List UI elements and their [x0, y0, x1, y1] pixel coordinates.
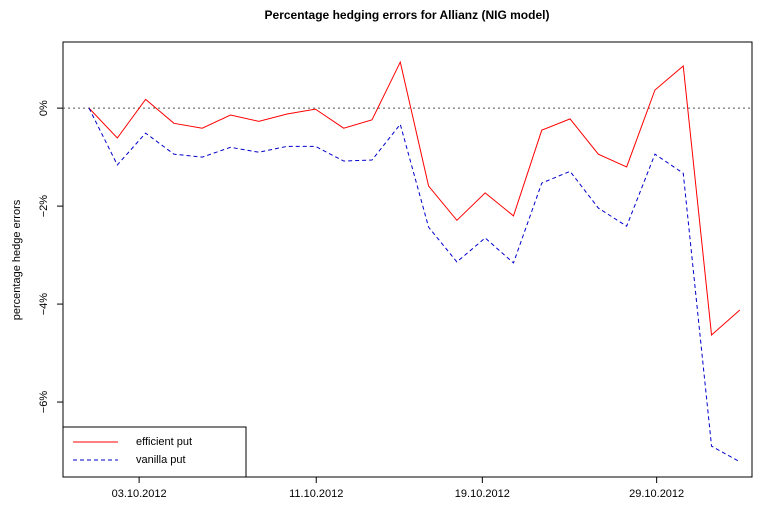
legend-label: vanilla put [136, 454, 186, 466]
y-tick-label: 0% [38, 100, 50, 116]
legend-box [62, 426, 247, 478]
x-tick-label: 19.10.2012 [455, 488, 510, 500]
x-tick-label: 29.10.2012 [629, 488, 684, 500]
y-axis-label: percentage hedge errors [11, 199, 23, 320]
y-tick-label: −2% [38, 195, 50, 218]
x-tick-label: 11.10.2012 [289, 488, 343, 500]
y-tick-label: −4% [38, 293, 50, 316]
x-tick-label: 03.10.2012 [112, 488, 167, 500]
chart-title: Percentage hedging errors for Allianz (N… [265, 8, 550, 22]
plot-frame [62, 41, 753, 478]
legend-label: efficient put [136, 436, 192, 448]
y-tick-label: −6% [38, 391, 50, 414]
line-series [88, 60, 741, 336]
line-series [88, 107, 741, 463]
